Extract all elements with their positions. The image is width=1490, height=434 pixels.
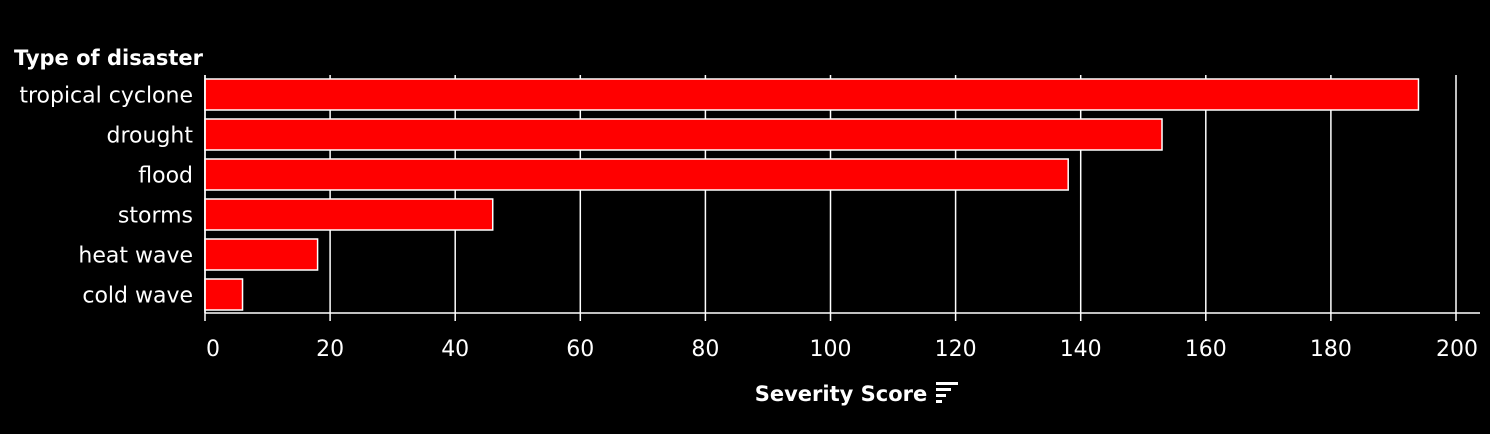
x-tick-label: 140 [1060, 337, 1102, 362]
bar[interactable] [204, 198, 494, 231]
x-tick-label: 160 [1185, 337, 1227, 362]
category-label[interactable]: heat wave [78, 244, 193, 269]
category-label[interactable]: tropical cyclone [19, 84, 193, 109]
x-tick-label: 120 [935, 337, 977, 362]
x-tick-label: 200 [1436, 337, 1478, 362]
x-tick-label: 0 [206, 337, 220, 362]
category-label[interactable]: cold wave [82, 284, 193, 309]
x-tick-label: 20 [316, 337, 344, 362]
category-label[interactable]: storms [118, 204, 193, 229]
bar[interactable] [204, 118, 1163, 151]
sort-descending-icon[interactable] [936, 382, 958, 403]
category-labels: tropical cyclone drought flood storms heat w… [19, 84, 193, 309]
bar[interactable] [204, 238, 319, 271]
x-axis-title[interactable]: Severity Score [755, 382, 928, 406]
x-axis: 0 20 40 60 80 100 120 140 160 180 200 [204, 75, 1480, 362]
x-tick-label: 60 [566, 337, 594, 362]
category-label[interactable]: flood [138, 164, 193, 189]
bars [204, 78, 1420, 311]
x-tick-label: 40 [441, 337, 469, 362]
bar[interactable] [204, 158, 1069, 191]
grid-lines [204, 75, 1457, 313]
x-tick-label: 180 [1310, 337, 1352, 362]
bar[interactable] [204, 278, 244, 311]
row-header[interactable]: Type of disaster [14, 46, 204, 70]
bar[interactable] [204, 78, 1420, 111]
x-tick-label: 80 [691, 337, 719, 362]
x-tick-label: 100 [810, 337, 852, 362]
category-label[interactable]: drought [107, 124, 194, 149]
